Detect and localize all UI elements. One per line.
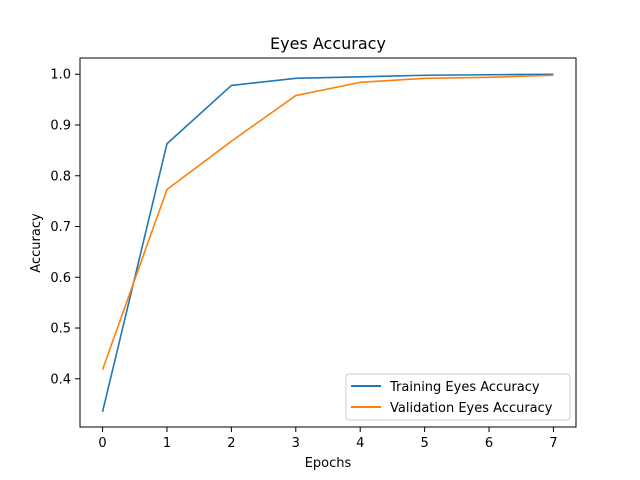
series-line-training [101,73,554,412]
legend-label-training: Training Eyes Accuracy [389,380,540,395]
plot-frame [79,57,577,428]
x-tick-label: 2 [227,436,235,451]
x-tick-label: 0 [98,436,106,451]
y-tick-label: 0.7 [50,220,71,235]
x-tick-label: 4 [356,436,364,451]
legend-label-validation: Validation Eyes Accuracy [390,401,553,416]
x-tick-label: 7 [549,436,557,451]
y-axis: 0.4 0.5 0.6 0.7 0.8 0.9 1.0 [50,68,80,387]
y-tick-label: 0.9 [50,118,71,133]
y-tick-label: 0.4 [50,372,71,387]
chart-title: Eyes Accuracy [270,34,386,53]
y-tick-label: 0.8 [50,169,71,184]
series-line-validation [101,74,554,370]
legend: Training Eyes Accuracy Validation Eyes A… [345,373,571,421]
x-axis-label: Epochs [305,456,352,471]
x-tick-label: 1 [163,436,171,451]
series-layer [101,73,554,412]
x-tick-label: 3 [292,436,300,451]
x-tick-label: 6 [485,436,493,451]
y-tick-label: 0.6 [50,271,71,286]
x-axis: 0 1 2 3 4 5 6 7 [98,427,558,451]
y-tick-label: 0.5 [50,322,71,337]
y-tick-label: 1.0 [50,68,71,83]
x-tick-label: 5 [420,436,428,451]
legend-box [345,373,571,421]
y-axis-label: Accuracy [29,213,44,273]
